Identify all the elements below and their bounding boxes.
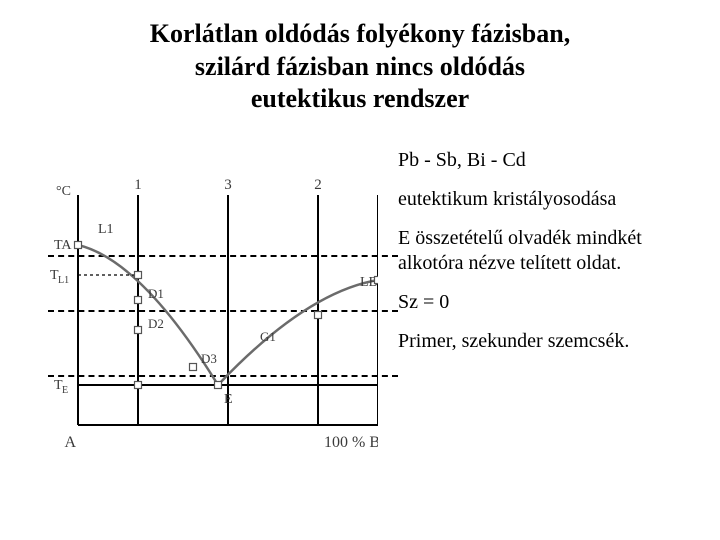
svg-text:D1: D1 [148,286,164,301]
svg-text:A: A [64,434,76,451]
crystallization-text: eutektikum kristályosodása [398,187,708,212]
example-systems: Pb - Sb, Bi - Cd [398,148,708,173]
grains-text: Primer, szekunder szemcsék. [398,329,708,354]
phase-diagram: 132°CTATL1TEA100 % BL1LBD1D2ED3G1 [48,175,378,475]
svg-text:G1: G1 [260,329,276,344]
svg-text:3: 3 [224,177,232,193]
svg-text:L1: L1 [98,222,114,237]
svg-text:L1: L1 [58,275,69,286]
svg-text:D2: D2 [148,316,164,331]
svg-text:100 % B: 100 % B [324,434,378,451]
melt-text: E összetételű olvadék mindkét alkotóra n… [398,226,708,276]
svg-text:TA: TA [54,238,72,253]
svg-text:°C: °C [56,184,71,199]
page-title: Korlátlan oldódás folyékony fázisban, sz… [0,0,720,116]
svg-text:E: E [224,392,233,407]
svg-text:E: E [62,385,68,396]
svg-text:1: 1 [134,177,142,193]
text-column: Pb - Sb, Bi - Cd eutektikum kristályosod… [398,148,708,368]
svg-text:D3: D3 [201,351,217,366]
svg-text:2: 2 [314,177,322,193]
phase-rule-text: Sz = 0 [398,290,708,315]
